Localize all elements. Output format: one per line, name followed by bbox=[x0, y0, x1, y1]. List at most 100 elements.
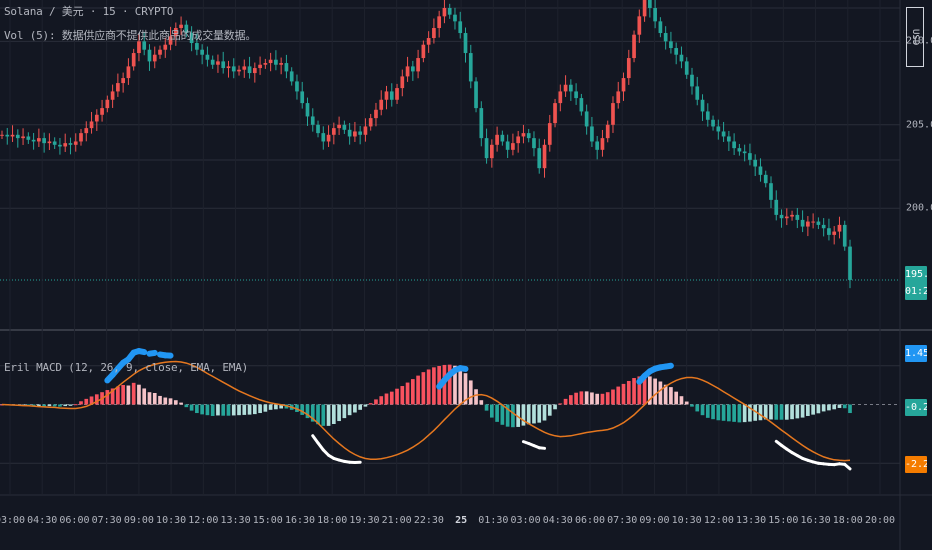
candle-body bbox=[758, 166, 763, 175]
histogram-bar bbox=[395, 388, 399, 405]
histogram-bar bbox=[753, 404, 758, 421]
histogram-bar bbox=[453, 365, 457, 405]
histogram-bar bbox=[595, 393, 600, 405]
macd-line-segment bbox=[146, 349, 158, 357]
candle-body bbox=[690, 74, 694, 87]
histogram-bar bbox=[237, 404, 241, 416]
histogram-bar bbox=[121, 384, 125, 405]
candle-body bbox=[579, 98, 584, 112]
currency-label[interactable]: USD bbox=[906, 7, 924, 67]
candle-body bbox=[658, 21, 663, 34]
histogram-bar bbox=[711, 404, 715, 420]
candle-body bbox=[384, 91, 389, 100]
histogram-bar bbox=[558, 403, 563, 405]
candle-body bbox=[432, 28, 436, 39]
candle-body bbox=[837, 224, 842, 232]
candle-body bbox=[511, 143, 515, 150]
candle-body bbox=[800, 219, 805, 227]
histogram-bar bbox=[727, 404, 731, 422]
candle-body bbox=[89, 121, 94, 129]
histogram-bar bbox=[158, 395, 162, 405]
histogram-bar bbox=[742, 404, 747, 423]
candle-body bbox=[358, 131, 363, 135]
candle-body bbox=[842, 224, 847, 247]
time-tick-label: 07:30 bbox=[91, 515, 122, 526]
time-tick-label: 20:00 bbox=[864, 515, 896, 526]
histogram-bar bbox=[758, 404, 763, 421]
histogram-bar bbox=[516, 404, 521, 427]
candle-body bbox=[347, 129, 352, 137]
candle-body bbox=[15, 134, 20, 139]
histogram-bar bbox=[58, 404, 62, 407]
histogram-bar bbox=[489, 404, 494, 418]
candle-body bbox=[94, 114, 99, 122]
time-tick-label: 06:00 bbox=[59, 515, 90, 526]
histogram-bar bbox=[632, 378, 636, 405]
price-legend[interactable]: Solana / 美元 · 15 · CRYPTO bbox=[4, 5, 174, 18]
histogram-bar bbox=[258, 404, 262, 414]
candle-body bbox=[547, 123, 552, 145]
histogram-bar bbox=[474, 389, 478, 405]
histogram-bar bbox=[458, 368, 463, 405]
histogram-bar bbox=[616, 386, 621, 405]
histogram-bar bbox=[553, 404, 557, 410]
histogram-bar bbox=[669, 387, 673, 405]
time-tick-label: 10:30 bbox=[671, 515, 702, 526]
candle-body bbox=[342, 124, 347, 130]
volume-legend[interactable]: Vol (5): 数据供应商不提供此商品的成交量数据。 bbox=[4, 29, 257, 42]
candle-body bbox=[279, 63, 283, 65]
candle-body bbox=[163, 44, 168, 50]
candle-body bbox=[695, 86, 700, 100]
candle-body bbox=[716, 126, 721, 132]
candle-body bbox=[553, 103, 557, 124]
candle-body bbox=[563, 84, 568, 92]
candle-body bbox=[569, 84, 573, 92]
candle-body bbox=[142, 41, 147, 50]
time-tick-label: 13:30 bbox=[220, 515, 251, 526]
candle-body bbox=[458, 21, 463, 34]
histogram-bar bbox=[410, 379, 415, 405]
histogram-bar bbox=[363, 404, 368, 407]
histogram-bar bbox=[737, 404, 742, 423]
candle-body bbox=[711, 119, 715, 127]
candle-body bbox=[263, 63, 268, 65]
time-tick-label: 03:00 bbox=[510, 515, 541, 526]
histogram-bar bbox=[310, 404, 315, 422]
histogram-bar bbox=[63, 404, 68, 407]
candle-body bbox=[147, 49, 152, 62]
candle-body bbox=[205, 54, 210, 60]
signal-line bbox=[1, 360, 851, 462]
time-tick-label: 09:00 bbox=[639, 515, 670, 526]
histogram-bar bbox=[774, 404, 779, 420]
histogram-bar bbox=[600, 393, 605, 405]
candle-body bbox=[326, 134, 331, 142]
candle-body bbox=[374, 109, 378, 119]
histogram-bar bbox=[621, 383, 626, 405]
candle-body bbox=[489, 144, 494, 159]
price-tick-label: 205.00 bbox=[906, 119, 932, 131]
candle-body bbox=[700, 99, 705, 112]
histogram-bar bbox=[205, 404, 210, 416]
histogram-bar bbox=[189, 404, 194, 411]
histogram-bar bbox=[274, 404, 278, 410]
candle-body bbox=[421, 44, 426, 59]
candle-body bbox=[31, 139, 36, 142]
candle-body bbox=[816, 221, 821, 225]
macd-line-segment bbox=[457, 365, 469, 372]
histogram-bar bbox=[447, 364, 452, 405]
histogram-bar bbox=[537, 404, 542, 423]
candle-body bbox=[516, 136, 521, 144]
candle-body bbox=[447, 8, 452, 15]
candle-body bbox=[242, 66, 247, 70]
candle-body bbox=[221, 61, 226, 69]
candle-body bbox=[210, 59, 215, 65]
histogram-bar bbox=[716, 404, 721, 421]
macd-legend[interactable]: Eril MACD (12, 26, 9, close, EMA, EMA) bbox=[4, 361, 249, 374]
candle-body bbox=[105, 99, 110, 109]
macd-line-segment bbox=[537, 446, 547, 450]
candle-body bbox=[258, 64, 262, 69]
histogram-bar bbox=[432, 367, 436, 405]
candle-body bbox=[195, 43, 199, 50]
candle-body bbox=[537, 148, 542, 169]
